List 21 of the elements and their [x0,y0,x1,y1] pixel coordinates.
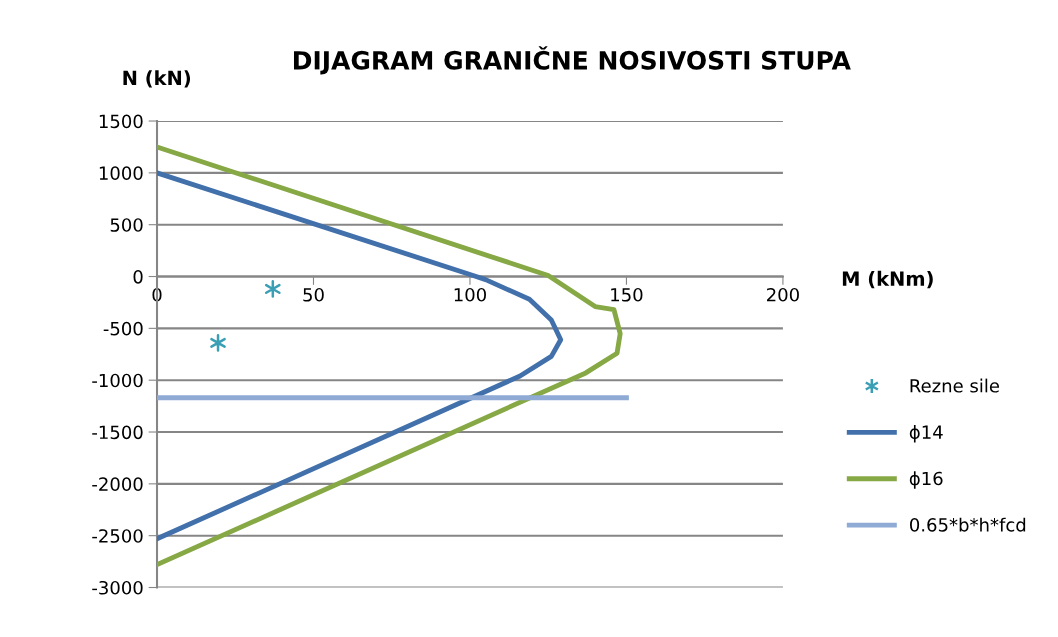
y-tick-label: -500 [103,321,143,336]
legend-label: 0.65*b*h*fcd [910,517,1026,532]
x-tick-label: 150 [611,287,643,302]
x-axis-title: M (kNm) [842,270,933,289]
chart-title: DIJAGRAM GRANIČNE NOSIVOSTI STUPA [293,46,851,75]
legend-label: ϕ16 [909,471,943,489]
y-tick-label: 1500 [99,114,143,129]
y-tick-label: 500 [110,218,143,232]
y-tick-label: 1000 [99,166,143,180]
legend-label: Rezne sile [910,378,1000,393]
x-tick-label: 200 [767,287,799,302]
y-tick-label: 0 [133,269,143,284]
y-tick-label: -3000 [92,580,143,595]
y-tick-label: -1500 [92,425,143,440]
y-tick-label: -1000 [92,373,143,388]
x-tick-label: 50 [303,287,324,302]
y-tick-label: -2500 [92,529,143,543]
y-axis-title: N (kN) [123,70,191,88]
legend-label: ϕ14 [909,424,943,443]
x-tick-label: 100 [454,287,486,302]
y-tick-label: -2000 [92,477,143,491]
